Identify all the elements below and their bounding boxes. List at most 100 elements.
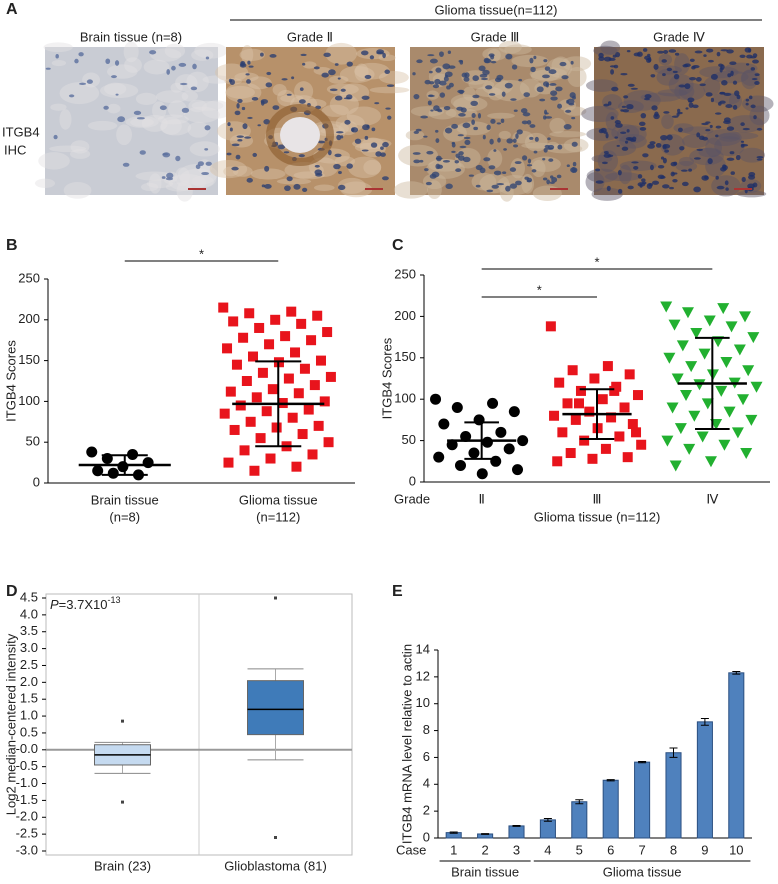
tissue — [581, 105, 619, 123]
tissue — [201, 100, 233, 119]
nucleus — [328, 69, 336, 76]
nucleus — [520, 108, 528, 114]
tissue — [531, 159, 546, 178]
point — [222, 343, 233, 354]
nucleus — [701, 136, 709, 141]
point — [299, 363, 310, 374]
point — [325, 371, 336, 382]
x-tick-label: Glioblastoma (81) — [224, 858, 327, 873]
point — [476, 468, 488, 480]
nucleus — [493, 149, 497, 152]
nucleus — [283, 151, 290, 154]
nucleus — [534, 136, 539, 142]
nucleus — [226, 152, 232, 156]
nucleus — [340, 88, 346, 92]
bar — [602, 779, 619, 839]
y-tick-label: 0 — [33, 474, 40, 489]
y-tick-label: 50 — [26, 434, 40, 449]
nucleus — [706, 48, 714, 53]
bar — [696, 721, 713, 839]
nucleus — [266, 71, 272, 76]
nucleus — [721, 80, 728, 86]
y-tick-label: 4 — [423, 776, 430, 791]
point — [307, 449, 318, 460]
y-tick-label: 100 — [394, 391, 416, 406]
nucleus — [264, 183, 272, 189]
image-label: Brain tissue (n=8) — [80, 29, 182, 44]
nucleus — [705, 92, 713, 97]
nucleus — [693, 186, 701, 193]
x-tick-label: 1 — [450, 842, 457, 857]
tissue — [239, 48, 265, 61]
tissue — [51, 59, 67, 67]
nucleus — [298, 99, 306, 104]
nucleus — [544, 144, 550, 149]
tissue — [176, 180, 193, 202]
tissue — [70, 140, 90, 154]
nucleus — [447, 50, 452, 55]
nucleus — [732, 104, 738, 110]
nucleus — [420, 115, 429, 119]
tissue — [551, 56, 571, 76]
tissue — [165, 182, 192, 192]
nucleus — [234, 110, 241, 116]
panel-letter: D — [6, 583, 18, 600]
point — [565, 448, 576, 459]
tissue — [510, 158, 525, 179]
tissue — [727, 115, 764, 133]
tissue — [705, 129, 742, 147]
nucleus — [190, 86, 198, 91]
nucleus — [603, 56, 612, 62]
nucleus — [559, 61, 567, 67]
nucleus — [544, 116, 553, 119]
tissue — [150, 48, 182, 62]
nucleus — [546, 147, 554, 150]
point — [717, 303, 730, 315]
point — [231, 359, 242, 370]
nucleus — [354, 138, 362, 144]
nucleus — [231, 143, 240, 147]
nucleus — [620, 131, 627, 135]
nucleus — [556, 174, 562, 179]
nucleus — [500, 118, 505, 123]
tissue — [673, 123, 694, 133]
nucleus — [750, 67, 756, 71]
nucleus — [496, 183, 505, 186]
y-tick-label: -0.0 — [16, 741, 38, 756]
nucleus — [490, 118, 496, 124]
point — [286, 306, 297, 317]
nucleus — [429, 70, 433, 74]
annotation-text: =3.7X10 — [59, 597, 108, 612]
y-tick-label: 3.5 — [20, 623, 38, 638]
nucleus — [662, 157, 667, 164]
y-tick-label: -1.5 — [16, 792, 38, 807]
nucleus — [732, 80, 738, 85]
nucleus — [382, 141, 389, 148]
nucleus — [689, 58, 695, 62]
nucleus — [707, 158, 713, 165]
point — [228, 316, 239, 327]
vessel — [280, 117, 320, 153]
ihc-images — [34, 40, 774, 202]
tissue — [585, 172, 605, 192]
point — [698, 348, 711, 360]
nucleus — [346, 94, 353, 100]
nucleus — [548, 158, 554, 162]
point — [287, 412, 298, 423]
tissue — [618, 164, 632, 185]
nucleus — [302, 187, 308, 192]
point — [244, 308, 255, 319]
nucleus — [647, 57, 652, 63]
nucleus — [614, 136, 619, 139]
nucleus — [462, 156, 471, 163]
tissue — [586, 127, 620, 141]
nucleus — [165, 177, 174, 181]
outlier — [121, 719, 124, 723]
significance-label: * — [199, 246, 204, 261]
point — [239, 445, 250, 456]
nucleus — [302, 62, 306, 66]
span-label: Glioma tissue — [603, 864, 682, 879]
nucleus — [598, 128, 604, 134]
x-tick-label: 9 — [701, 842, 708, 857]
nucleus — [261, 184, 266, 188]
